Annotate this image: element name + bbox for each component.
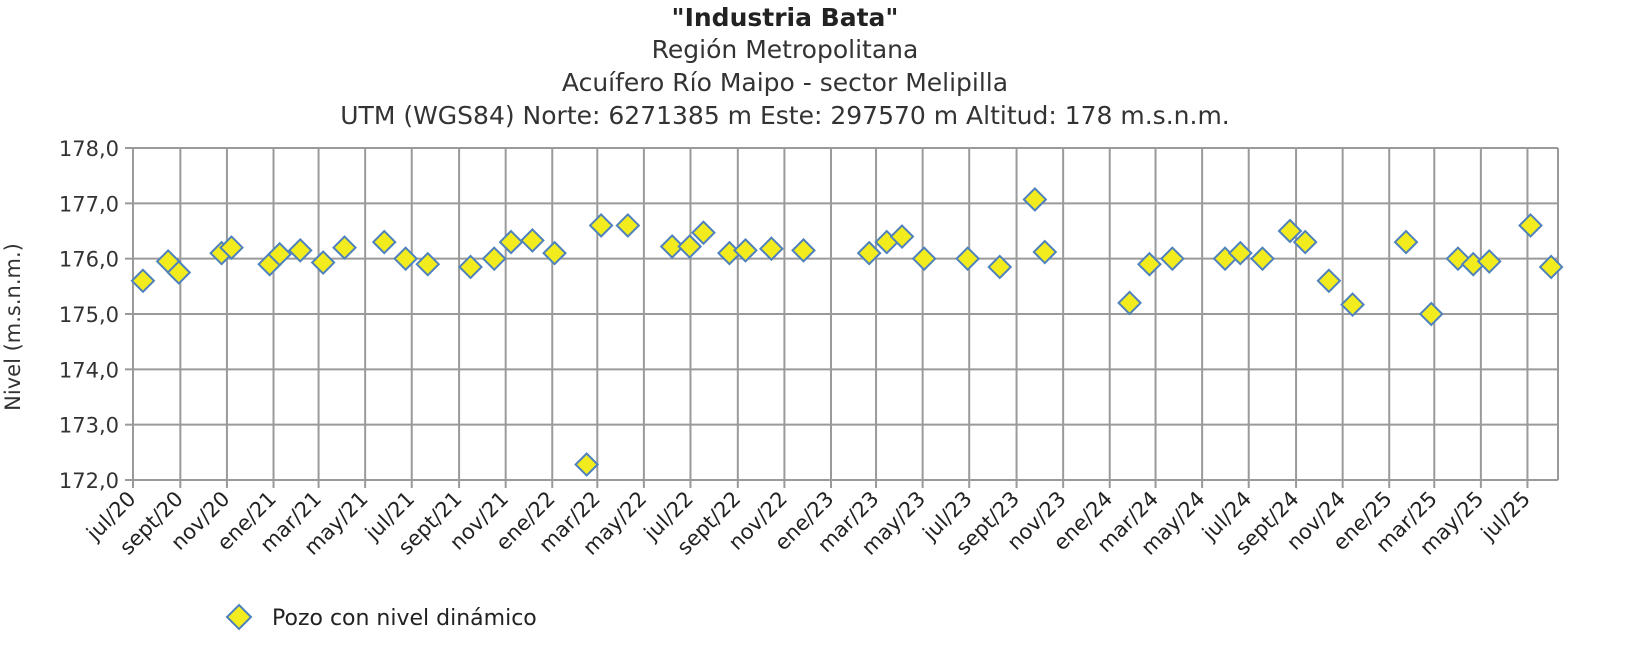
data-point-diamond: [1292, 229, 1318, 255]
data-point-diamond: [759, 236, 784, 262]
y-axis-label: Nivel (m.s.n.m.): [1, 243, 25, 411]
data-point-diamond: [166, 260, 192, 285]
data-point-diamond: [691, 220, 716, 246]
data-point-diamond: [1277, 218, 1303, 244]
data-point-diamond: [856, 240, 882, 266]
data-point-diamond: [1032, 239, 1058, 265]
data-point-diamond: [130, 268, 156, 294]
data-point-diamond: [371, 229, 397, 255]
data-point-diamond: [911, 246, 937, 272]
data-point-diamond: [542, 240, 567, 266]
data-point-diamond: [1227, 240, 1253, 266]
data-point-diamond: [267, 241, 293, 267]
data-point-diamond: [1538, 254, 1564, 280]
legend: Pozo con nivel dinámico: [225, 603, 537, 631]
y-tick-label: 174,0: [59, 358, 119, 382]
y-tick-label: 176,0: [59, 248, 119, 272]
data-point-diamond: [1316, 268, 1342, 294]
data-point-diamond: [1476, 249, 1502, 274]
y-tick-label: 175,0: [59, 303, 119, 327]
data-point-diamond: [574, 452, 600, 477]
data-point-diamond: [415, 251, 441, 277]
data-point-diamond: [889, 224, 915, 249]
data-point-diamond: [733, 237, 758, 263]
gridlines: [125, 147, 1559, 488]
data-point-diamond: [1340, 292, 1365, 318]
x-axis-tick-labels: jul/20sept/20nov/20ene/21mar/21may/21jul…: [81, 487, 1535, 560]
data-point-diamond: [1418, 301, 1444, 327]
data-point-diamond: [1250, 246, 1275, 272]
data-point-diamond: [955, 246, 981, 272]
x-tick-label: jul/25: [1476, 487, 1535, 546]
data-point-diamond: [458, 254, 483, 280]
data-point-diamond: [219, 235, 244, 261]
data-point-diamond: [659, 234, 685, 259]
data-point-diamond: [987, 254, 1013, 280]
data-point-diamond: [332, 235, 357, 261]
data-point-diamond: [1159, 246, 1185, 272]
data-points: [130, 187, 1564, 477]
data-point-diamond: [1022, 187, 1048, 212]
data-point-diamond: [588, 213, 614, 238]
data-point-diamond: [1518, 213, 1543, 238]
data-point-diamond: [310, 250, 336, 275]
data-point-diamond: [481, 246, 507, 272]
data-point-diamond: [498, 229, 524, 255]
data-point-diamond: [615, 213, 641, 238]
data-point-diamond: [1393, 229, 1419, 255]
data-point-diamond: [791, 237, 816, 263]
legend-diamond-marker: [225, 603, 253, 631]
y-axis-tick-labels: 172,0 173,0 174,0 175,0 176,0 177,0 178,0: [59, 137, 119, 493]
y-tick-label: 178,0: [59, 137, 119, 161]
data-point-diamond: [393, 246, 419, 272]
chart-subtitle-region: Región Metropolitana: [652, 35, 919, 64]
data-point-diamond: [287, 237, 313, 263]
chart-title: "Industria Bata": [672, 3, 899, 32]
legend-label-pozo: Pozo con nivel dinámico: [272, 606, 537, 631]
data-point-diamond: [1137, 251, 1162, 277]
chart-subtitle-coordinates: UTM (WGS84) Norte: 6271385 m Este: 29757…: [340, 101, 1230, 130]
y-tick-label: 173,0: [59, 414, 119, 438]
chart-subtitle-aquifer: Acuífero Río Maipo - sector Melipilla: [562, 68, 1008, 97]
data-point-diamond: [1117, 290, 1142, 316]
y-tick-label: 177,0: [59, 192, 119, 216]
data-point-diamond: [677, 234, 703, 259]
data-point-diamond: [1445, 246, 1471, 272]
data-point-diamond: [519, 227, 545, 253]
y-tick-label: 172,0: [59, 469, 119, 493]
